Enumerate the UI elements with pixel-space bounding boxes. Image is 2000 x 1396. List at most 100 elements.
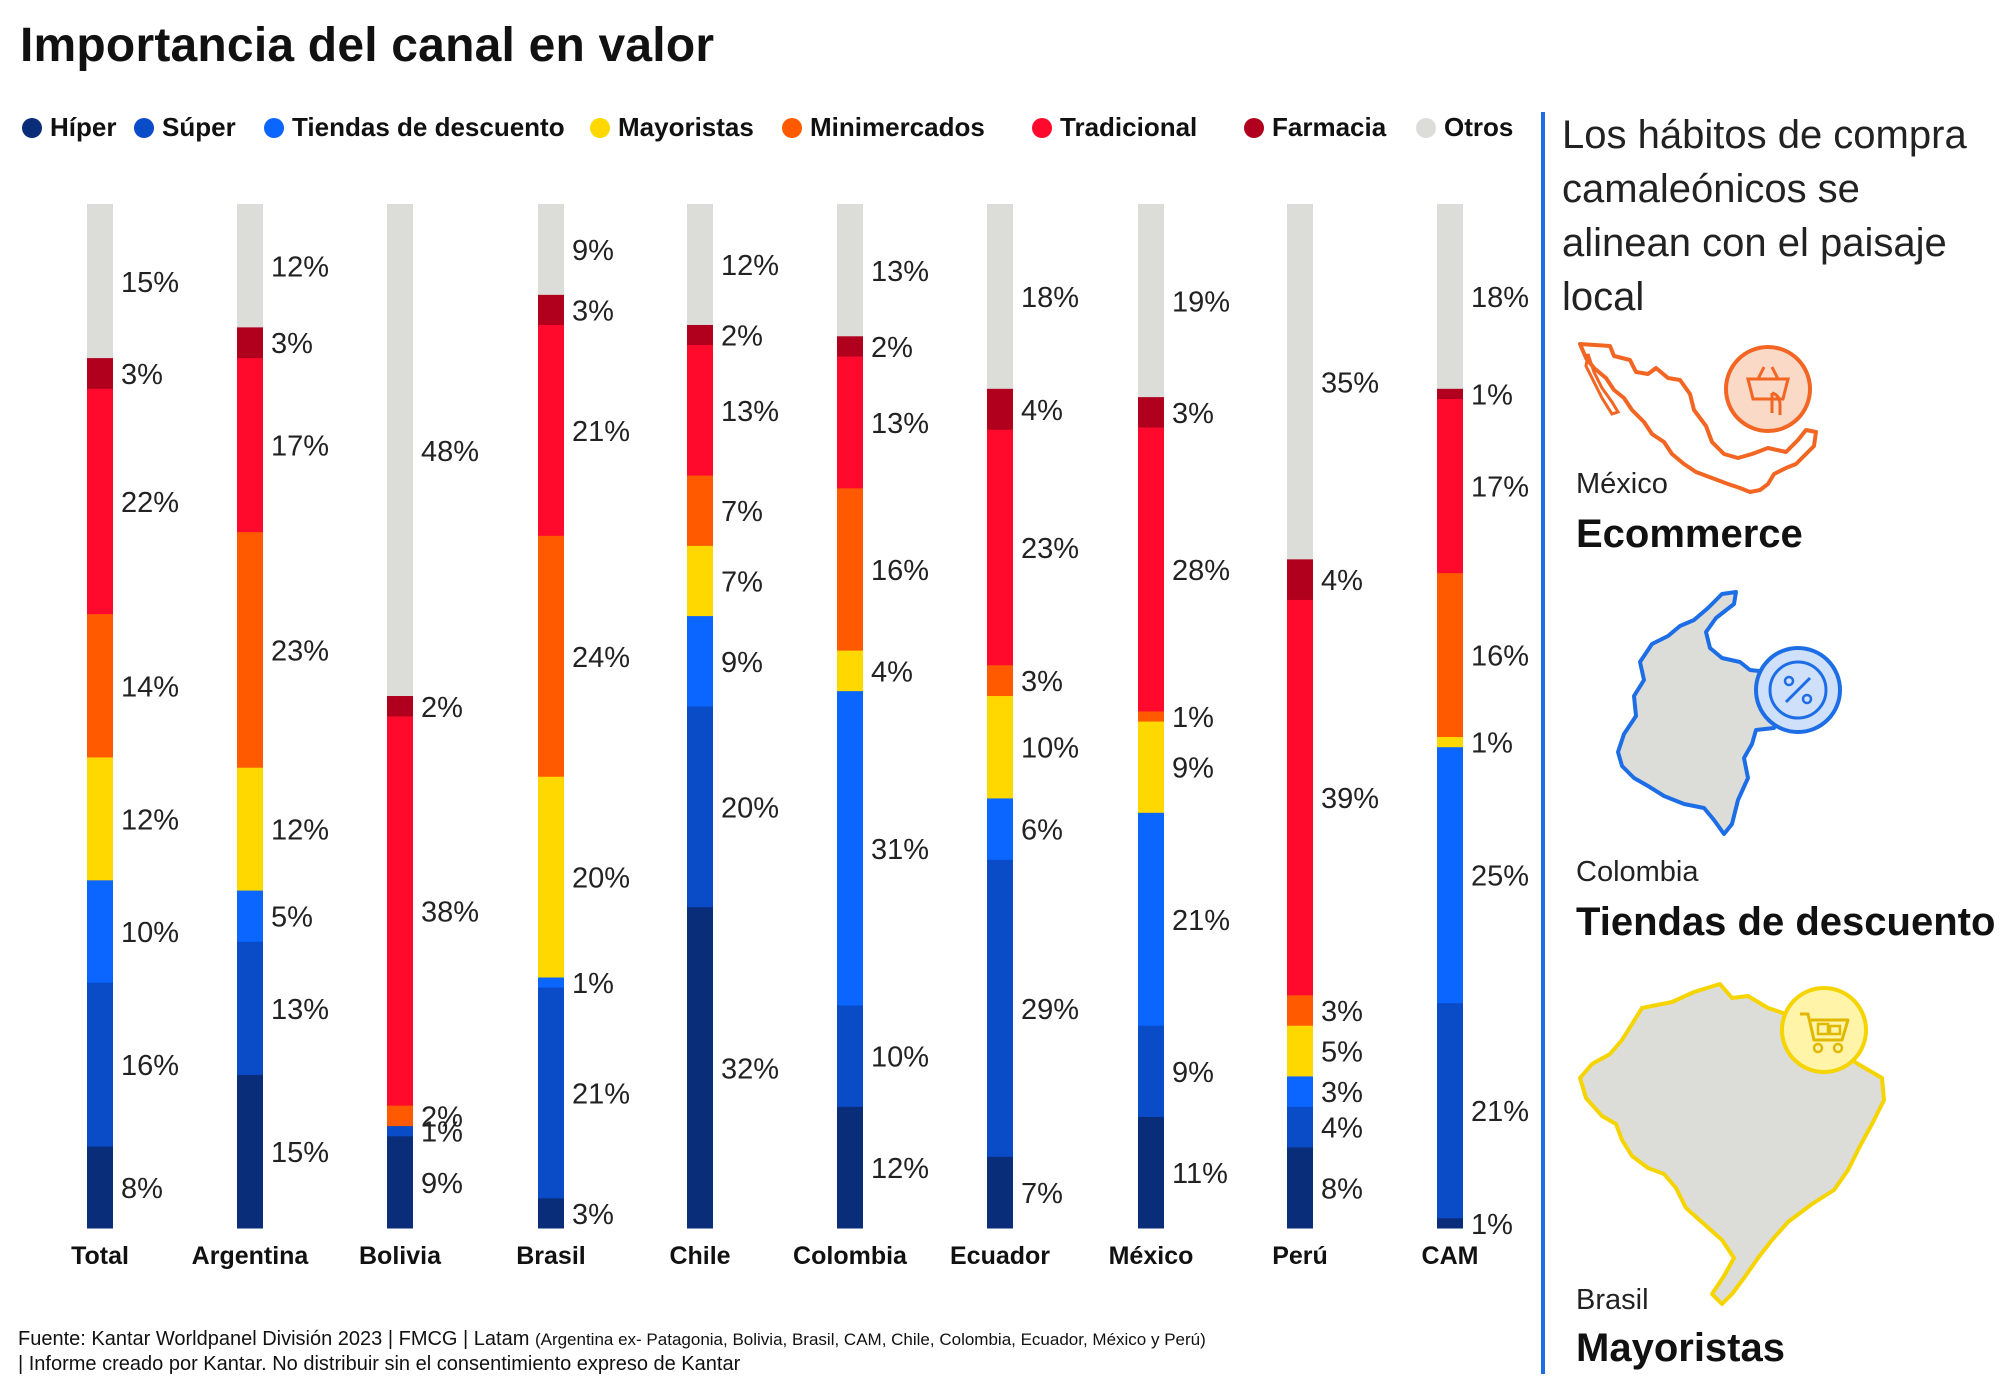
bar-segment <box>538 204 564 295</box>
category-label: Argentina <box>192 1242 310 1270</box>
panel-divider <box>1541 112 1545 1374</box>
data-label: 3% <box>1321 1077 1363 1109</box>
category-label: CAM <box>1422 1242 1479 1270</box>
bar-segment <box>1287 204 1313 560</box>
bar-segment <box>987 859 1013 1157</box>
data-label: 14% <box>121 671 179 703</box>
data-label: 28% <box>1172 555 1230 587</box>
bar-segment <box>687 545 713 617</box>
data-label: 15% <box>121 267 179 299</box>
headline-line: Los hábitos de compra <box>1562 113 1967 157</box>
bar-segment <box>987 204 1013 389</box>
bar-segment <box>987 797 1013 860</box>
insight-headline: Los hábitos de compra camaleónicos se al… <box>1562 108 2000 324</box>
data-label: 1% <box>1471 728 1513 760</box>
bar-segment <box>237 326 263 359</box>
legend-label: Otros <box>1444 112 1514 142</box>
bar-segment <box>1138 427 1164 712</box>
data-label: 13% <box>871 256 929 288</box>
data-label: 5% <box>1321 1037 1363 1069</box>
data-label: 2% <box>421 1101 463 1133</box>
legend-item: Minimercados <box>782 112 985 143</box>
callout-channel: Mayoristas <box>1576 1326 1785 1370</box>
bar-segment <box>1287 558 1313 600</box>
category-label: Colombia <box>793 1242 908 1270</box>
bar-segment <box>1287 1106 1313 1148</box>
bar-segment <box>1437 736 1463 748</box>
bar-segment <box>87 613 113 758</box>
bar-segment <box>237 531 263 768</box>
legend-label: Súper <box>162 112 236 142</box>
data-label: 21% <box>1172 905 1230 937</box>
data-label: 13% <box>721 396 779 428</box>
bar-segment <box>237 204 263 328</box>
bar-segment <box>538 535 564 777</box>
bar-segment <box>87 357 113 389</box>
data-label: 4% <box>871 656 913 688</box>
bar-segment <box>237 767 263 891</box>
data-label: 13% <box>271 994 329 1026</box>
data-label: 7% <box>721 566 763 598</box>
legend-swatch <box>782 117 802 138</box>
bar-segment <box>538 294 564 325</box>
bar-segment <box>987 695 1013 799</box>
bar-segment <box>237 357 263 533</box>
data-label: 2% <box>871 332 913 364</box>
bar-segment <box>987 1156 1013 1229</box>
data-label: 12% <box>871 1153 929 1185</box>
data-label: 16% <box>871 555 929 587</box>
legend-label: Farmacia <box>1272 112 1387 142</box>
callout-country: Brasil <box>1576 1284 1649 1316</box>
bar-segment <box>237 941 263 1075</box>
data-label: 38% <box>421 897 479 929</box>
bar-segment <box>987 388 1013 430</box>
legend-item: Tradicional <box>1032 112 1197 143</box>
footer-line-1: Fuente: Kantar Worldpanel División 2023 … <box>18 1327 1206 1352</box>
bar-segment <box>687 475 713 546</box>
legend-item: Otros <box>1416 112 1513 143</box>
bar-segment <box>1138 204 1164 398</box>
data-label: 10% <box>871 1042 929 1074</box>
data-label: 3% <box>1321 996 1363 1028</box>
mexico-map-icon <box>1578 342 1818 494</box>
data-label: 10% <box>1021 733 1079 765</box>
bar-segment <box>538 987 564 1199</box>
data-label: 1% <box>1471 379 1513 411</box>
data-label: 3% <box>572 295 614 327</box>
category-label: Chile <box>669 1242 730 1270</box>
bar-segment <box>387 1105 413 1127</box>
data-label: 35% <box>1321 367 1379 399</box>
bar-segment <box>1437 746 1463 1004</box>
bar-segment <box>837 690 863 1006</box>
data-label: 5% <box>271 902 313 934</box>
bar-segment <box>1437 1217 1463 1229</box>
bar-segment <box>837 650 863 692</box>
chart-title: Importancia del canal en valor <box>20 19 715 72</box>
legend-swatch <box>22 117 42 138</box>
data-label: 16% <box>121 1050 179 1082</box>
category-label: Bolivia <box>359 1242 442 1270</box>
footer-source: Fuente: Kantar Worldpanel División 2023 … <box>18 1328 530 1350</box>
data-label: 12% <box>721 250 779 282</box>
data-label: 23% <box>271 635 329 667</box>
data-label: 4% <box>1321 1113 1363 1145</box>
footer-disclaimer: | Informe creado por Kantar. No distribu… <box>18 1353 741 1375</box>
bar-segment <box>1437 1002 1463 1219</box>
data-label: 7% <box>721 496 763 528</box>
bar-segment <box>87 756 113 881</box>
data-label: 2% <box>721 321 763 353</box>
data-label: 31% <box>871 834 929 866</box>
legend-swatch <box>590 117 610 138</box>
bar-segment <box>1287 994 1313 1026</box>
data-label: 3% <box>271 328 313 360</box>
callout-channel: Tiendas de descuento <box>1576 900 1996 944</box>
bar-segment <box>1287 1025 1313 1077</box>
category-label: Perú <box>1272 1242 1328 1270</box>
data-label: 9% <box>1172 1057 1214 1089</box>
colombia-map-icon <box>1616 590 1780 836</box>
data-label: 20% <box>721 792 779 824</box>
legend-swatch <box>1032 117 1052 138</box>
data-label: 29% <box>1021 994 1079 1026</box>
bar-segment <box>1437 204 1463 389</box>
category-label: Total <box>71 1242 129 1270</box>
